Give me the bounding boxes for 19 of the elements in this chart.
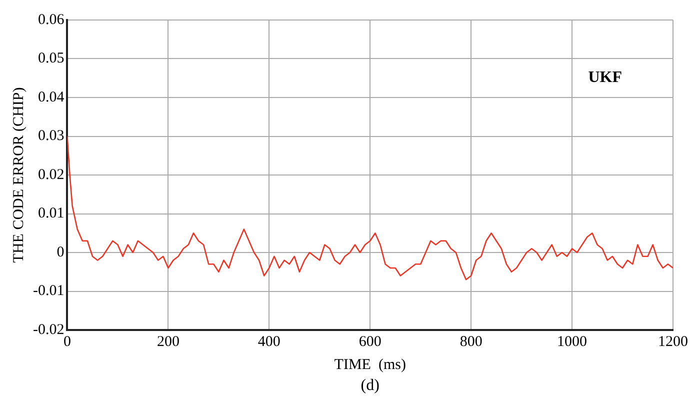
- x-tick-label: 1000: [557, 334, 588, 350]
- y-tick-label: 0.04: [38, 89, 65, 106]
- y-tick-label: -0.02: [32, 322, 64, 338]
- text: UKF: [588, 69, 622, 86]
- x-tick-label: 600: [358, 334, 382, 350]
- y-tick-label: 0.01: [38, 206, 64, 222]
- y-tick-label: 0.05: [38, 50, 64, 67]
- y-tick-label: 0.02: [38, 166, 64, 183]
- y-axis-title: THE CODE ERROR (CHIP): [10, 87, 27, 263]
- x-tick-label: 1200: [658, 334, 688, 350]
- y-tick-label: -0.01: [32, 283, 64, 300]
- text: (d): [360, 377, 380, 394]
- y-tick-label: 0.03: [38, 128, 64, 144]
- y-tick-label: 0.06: [38, 12, 65, 28]
- x-tick-label: 800: [460, 334, 482, 350]
- x-tick-label: 200: [156, 334, 180, 350]
- x-axis-title: TIME (ms): [334, 356, 406, 373]
- x-tick-label: 400: [258, 334, 280, 350]
- y-tick-label: 0: [56, 244, 64, 260]
